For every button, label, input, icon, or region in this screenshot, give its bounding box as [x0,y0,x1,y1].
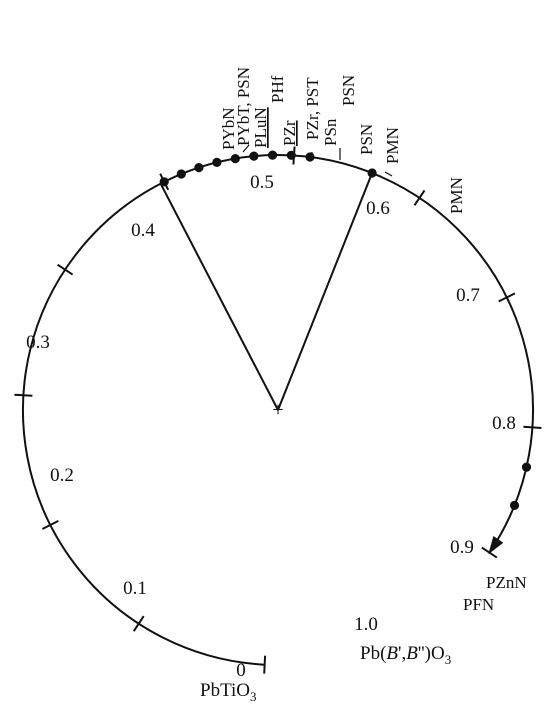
endpoint-start-sub: 3 [250,689,257,704]
arrow-head-icon [488,536,504,555]
data-point-lower [509,500,520,510]
point-label-psn-3: PSN [357,124,376,155]
endpoint-start-base: PbTiO [200,680,250,701]
tick-mark [14,393,33,397]
point-label-pluN: PLuN [251,107,270,148]
leader-line-pmn [384,171,393,177]
point-label-pznn: PZnN [486,573,527,592]
wedge-line-right [277,172,374,411]
endpoint-end-sub: 3 [445,652,452,667]
endpoint-end-suffix: '')O [418,643,445,664]
leader-line-pybt [242,144,250,153]
data-point-cluster [286,150,296,160]
data-point-cluster [194,163,204,173]
data-point-cluster [159,177,169,187]
point-labels-top: PYbN PYbT, PSN PLuN PHf PZr PZr, PST PSn… [219,67,402,164]
tick-mark [263,655,267,674]
tick-label-1-0: 1.0 [354,614,378,635]
endpoint-label-start: PbTiO3 [200,680,257,704]
data-point-pmn [367,168,377,178]
data-point-cluster [249,151,259,161]
endpoint-end-b2: B [406,643,418,664]
tick-label-0-8: 0.8 [492,413,516,434]
tick-label-0-5: 0.5 [250,172,274,193]
tick-label-0-9: 0.9 [450,537,474,558]
data-point-lower [521,462,532,472]
tick-mark [498,292,516,303]
point-label-pmn-top: PMN [383,127,402,164]
point-label-pybt-psn: PYbT, PSN [234,67,253,146]
tick-label-0-1: 0.1 [123,578,147,599]
endpoint-end-mid: ', [398,643,406,664]
tick-mark [481,546,498,559]
center-marker: + [272,399,283,421]
endpoint-end-b1: B [386,643,398,664]
data-point-cluster [268,150,278,160]
tick-label-0-6: 0.6 [366,198,390,219]
tick-mark [57,263,74,276]
tick-mark [413,189,426,206]
data-point-cluster [212,157,222,167]
tick-marks [14,146,542,674]
tick-mark [41,520,59,530]
tick-label-0-7: 0.7 [456,285,480,306]
wedge-line-left [159,183,279,411]
tick-mark [523,425,542,429]
point-label-pfn: PFN [463,595,494,614]
tick-label-0: 0 [236,660,246,681]
tick-mark [132,615,145,632]
tick-labels: 0 0.1 0.2 0.3 0.4 0.5 0.6 0.7 0.8 0.9 1.… [26,172,516,681]
point-label-pzr-pst: PZr, PST [303,77,322,140]
endpoint-label-end: Pb(B',B'')O3 [360,643,451,667]
data-point-cluster [305,152,315,162]
data-point-cluster [230,154,240,164]
tick-label-0-3: 0.3 [26,332,50,353]
point-label-pybn: PYbN [219,107,238,150]
endpoint-end-prefix: Pb( [360,643,386,664]
data-points [159,150,532,510]
tick-label-0-4: 0.4 [131,220,155,241]
label-leader-lines [242,144,393,177]
point-label-psn-2: PSN [339,75,358,106]
tick-label-0-2: 0.2 [50,465,74,486]
point-label-phf: PHf [268,75,287,103]
data-point-cluster [176,169,186,179]
point-label-pmn: PMN [447,177,466,214]
point-label-pzr: PZr [280,120,299,146]
point-label-psn-1: PSn [321,118,340,146]
